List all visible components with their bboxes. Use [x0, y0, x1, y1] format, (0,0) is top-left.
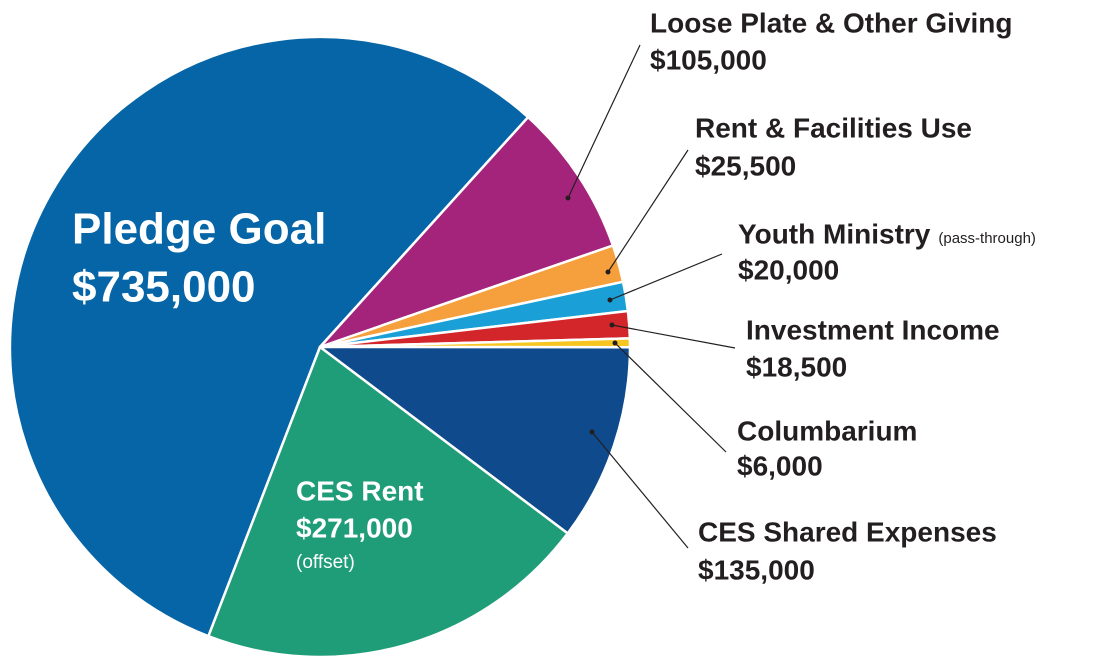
leader-line	[611, 324, 736, 349]
slice-label: Columbarium	[737, 415, 917, 446]
slice-label: CES Shared Expenses	[698, 516, 997, 547]
leader-dot	[609, 322, 615, 328]
slice-value: $25,500	[695, 150, 796, 181]
slice-value: $18,500	[746, 351, 847, 382]
slice-label: Rent & Facilities Use	[695, 112, 972, 143]
leader-dot	[589, 429, 595, 435]
leader-dot	[565, 195, 571, 201]
slice-value: $6,000	[737, 450, 823, 481]
leader-dot	[605, 269, 611, 275]
leader-dot	[612, 340, 618, 346]
slice-label: Loose Plate & Other Giving	[650, 7, 1013, 38]
slice-note: (offset)	[296, 552, 355, 573]
leader-line	[614, 342, 727, 453]
pie-slice	[207, 345, 569, 656]
leader-dot	[607, 297, 613, 303]
leader-line	[607, 149, 689, 273]
slice-value: $735,000	[72, 263, 256, 312]
pie-slice	[8, 35, 530, 638]
slice-value: $271,000	[296, 512, 413, 543]
slice-value: $105,000	[650, 44, 767, 75]
slice-label: Pledge Goal	[72, 205, 326, 254]
slice-note: (pass-through)	[938, 230, 1036, 247]
slice-label: Investment Income	[746, 314, 1000, 345]
leader-line	[567, 44, 641, 199]
slice-label: CES Rent	[296, 475, 424, 506]
slice-value: $20,000	[738, 254, 839, 285]
pie-slice	[318, 345, 632, 535]
leader-line	[591, 431, 689, 549]
slice-value: $135,000	[698, 554, 815, 585]
leader-line	[609, 253, 723, 301]
slice-label: Youth Ministry	[738, 218, 931, 249]
